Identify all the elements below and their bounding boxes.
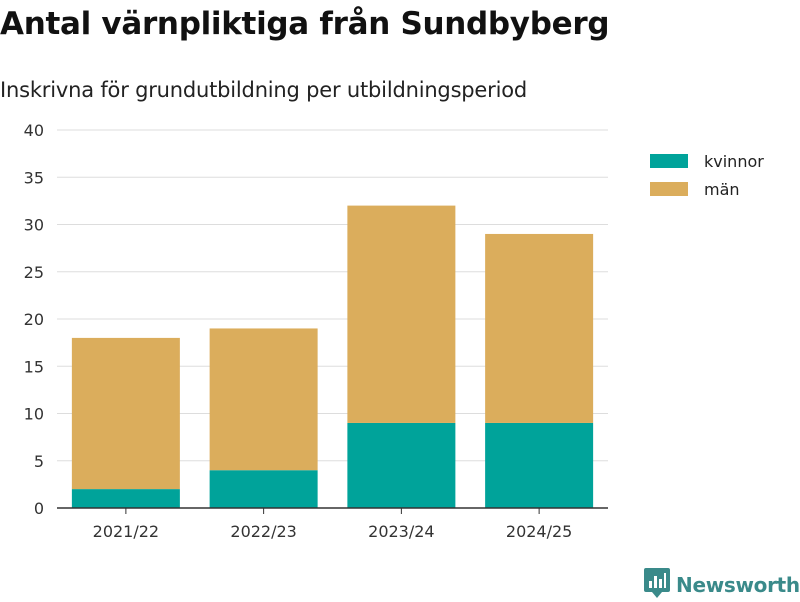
- y-tick-label: 0: [34, 499, 44, 518]
- legend-swatch-man: [650, 182, 688, 196]
- chart-title: Antal värnpliktiga från Sundbyberg: [0, 6, 610, 42]
- legend-item-man[interactable]: män: [650, 175, 764, 203]
- x-tick-label: 2023/24: [368, 522, 434, 541]
- y-tick-label: 5: [34, 452, 44, 471]
- legend-item-kvinnor[interactable]: kvinnor: [650, 147, 764, 175]
- chart-subtitle: Inskrivna för grundutbildning per utbild…: [0, 78, 528, 102]
- x-tick-label: 2024/25: [506, 522, 572, 541]
- legend-swatch-kvinnor: [650, 154, 688, 168]
- bar-kvinnor: [71, 489, 180, 508]
- bar-kvinnor: [209, 470, 318, 508]
- y-tick-label: 30: [24, 216, 44, 235]
- y-tick-label: 15: [24, 357, 44, 376]
- brand[interactable]: Newsworthy: [644, 568, 800, 602]
- bar-man: [485, 233, 594, 423]
- y-tick-label: 40: [24, 121, 44, 140]
- bar-kvinnor: [347, 422, 456, 508]
- y-tick-label: 10: [24, 405, 44, 424]
- y-tick-label: 25: [24, 263, 44, 282]
- y-tick-label: 35: [24, 168, 44, 187]
- bar-man: [209, 328, 318, 471]
- bar-man: [347, 205, 456, 423]
- newsworthy-logo-icon: [644, 568, 670, 602]
- x-tick-label: 2022/23: [230, 522, 296, 541]
- brand-name: Newsworthy: [676, 573, 800, 597]
- x-tick-label: 2021/22: [93, 522, 159, 541]
- legend: kvinnor män: [650, 147, 764, 203]
- bar-man: [71, 337, 180, 490]
- y-tick-label: 20: [24, 310, 44, 329]
- bar-kvinnor: [485, 422, 594, 508]
- legend-label-man: män: [704, 179, 740, 199]
- legend-label-kvinnor: kvinnor: [704, 151, 764, 171]
